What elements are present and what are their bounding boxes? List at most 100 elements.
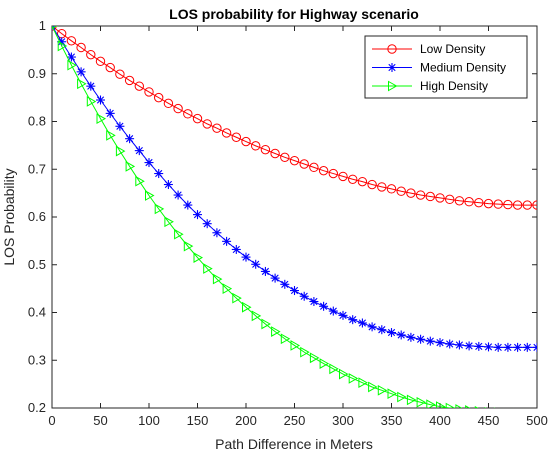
x-axis-label: Path Difference in Meters [215, 436, 373, 452]
data-point [193, 210, 202, 220]
data-point [386, 184, 397, 194]
data-point [86, 81, 96, 91]
data-point [483, 198, 494, 209]
data-point [124, 75, 135, 86]
data-point [435, 193, 445, 203]
data-point [66, 36, 77, 46]
data-point [134, 146, 144, 156]
data-point [503, 407, 505, 408]
data-point [416, 334, 426, 344]
data-point [474, 197, 484, 208]
data-point [183, 240, 194, 252]
data-point [154, 92, 164, 103]
data-point [319, 301, 329, 311]
data-point [232, 292, 242, 304]
data-point [202, 119, 212, 129]
data-point [222, 236, 232, 246]
data-point [493, 342, 503, 352]
legend-entry-label: Medium Density [420, 61, 506, 75]
data-point [445, 339, 455, 349]
data-point [241, 252, 251, 262]
data-point [338, 310, 348, 320]
x-tick-label: 100 [138, 413, 160, 428]
series-line-high-density [52, 26, 454, 408]
data-point [348, 174, 358, 184]
data-point [357, 318, 367, 328]
data-point [260, 144, 271, 155]
data-point [242, 301, 252, 313]
data-point [115, 121, 125, 131]
data-point [387, 328, 396, 338]
x-tick-label: 200 [235, 413, 257, 428]
data-point [212, 228, 222, 238]
data-point [173, 190, 183, 200]
data-point [464, 341, 474, 351]
data-point [231, 132, 242, 142]
y-tick-label: 0.4 [28, 305, 46, 320]
x-tick-label: 350 [381, 413, 403, 428]
data-point [426, 399, 436, 408]
data-point [270, 148, 280, 159]
y-tick-label: 0.5 [28, 257, 46, 272]
y-tick-label: 0.3 [28, 352, 46, 367]
data-point [115, 69, 125, 79]
data-point [183, 200, 193, 210]
data-point [115, 145, 126, 157]
data-point [212, 273, 223, 285]
data-point [52, 26, 58, 30]
data-point [231, 244, 241, 254]
data-point [512, 200, 523, 210]
data-point [280, 152, 290, 163]
data-point [328, 306, 338, 316]
data-point [125, 161, 136, 172]
data-point [338, 171, 348, 182]
data-point [203, 263, 213, 274]
x-tick-label: 250 [284, 413, 306, 428]
data-point [454, 340, 464, 350]
data-point [377, 182, 387, 192]
data-point [455, 404, 463, 408]
y-tick-label: 0.8 [28, 114, 46, 129]
data-point [348, 315, 358, 325]
legend-marker [387, 44, 397, 54]
y-axis-label: LOS Probability [1, 168, 17, 265]
data-point [377, 325, 387, 335]
data-point [406, 188, 416, 198]
chart-title: LOS probability for Highway scenario [169, 6, 419, 22]
data-point [474, 341, 484, 351]
data-point [251, 310, 262, 322]
data-point [445, 194, 455, 205]
data-point [290, 340, 301, 351]
y-tick-label: 0.9 [28, 66, 46, 81]
data-point [105, 108, 115, 118]
data-layer [52, 26, 537, 408]
data-point [484, 342, 493, 352]
legend-entry-label: Low Density [420, 42, 485, 56]
data-point [163, 180, 173, 190]
legend: Low Density Medium Density High Density [364, 35, 528, 99]
data-point [532, 342, 537, 352]
x-tick-label: 500 [526, 413, 548, 428]
data-point [86, 96, 97, 107]
data-point [125, 134, 135, 144]
data-point [454, 196, 465, 206]
data-point [52, 26, 57, 31]
data-point [329, 363, 339, 375]
data-point [436, 401, 446, 408]
data-point [396, 186, 406, 196]
data-point [339, 368, 349, 380]
data-point [299, 159, 309, 169]
data-point [86, 49, 96, 60]
data-point [416, 396, 427, 408]
data-point [251, 259, 261, 269]
data-point [183, 109, 193, 119]
data-point [164, 216, 174, 228]
data-point [503, 199, 513, 210]
data-point [309, 352, 320, 364]
data-point [173, 103, 183, 114]
data-point [318, 165, 329, 176]
data-point [425, 191, 435, 202]
x-tick-label: 0 [48, 413, 55, 428]
data-point [76, 42, 86, 53]
